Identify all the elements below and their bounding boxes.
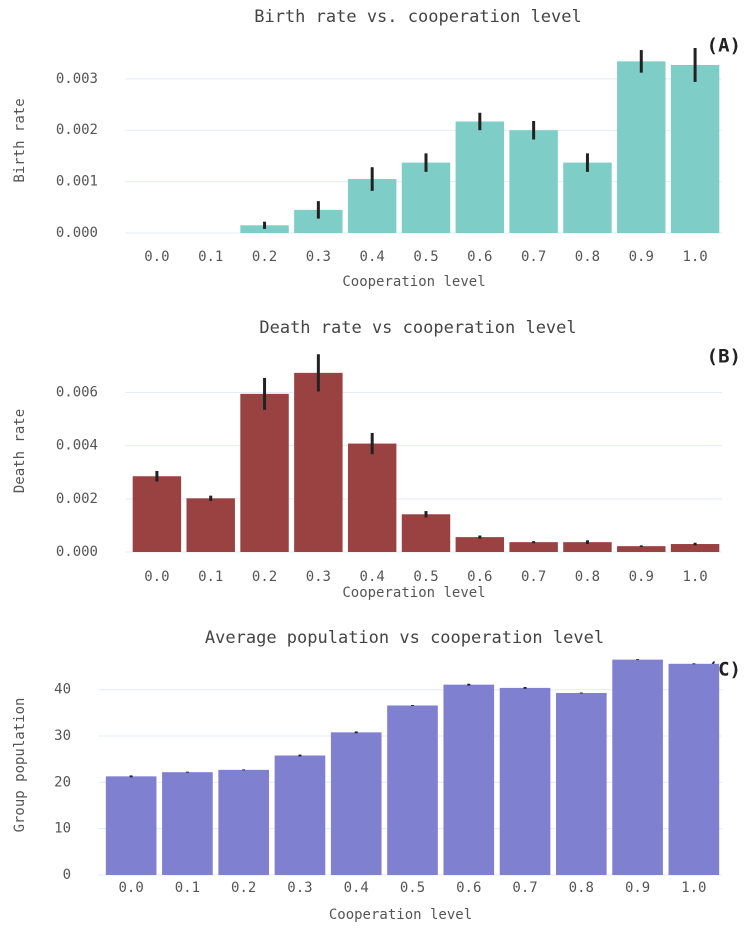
bar (330, 732, 382, 875)
x-tick-label: 0.3 (306, 569, 331, 585)
x-tick-label: 0.7 (521, 569, 546, 585)
chart-title: Death rate vs cooperation level (259, 318, 576, 338)
x-tick-label: 0.3 (287, 880, 312, 896)
x-tick-label: 0.9 (629, 569, 654, 585)
bar (617, 61, 666, 233)
x-tick-label: 0.6 (456, 880, 481, 896)
x-tick-label: 0.2 (231, 880, 256, 896)
y-tick-label: 0.001 (56, 174, 98, 190)
x-tick-label: 0.1 (198, 569, 223, 585)
x-tick-label: 0.9 (625, 880, 650, 896)
bar (218, 769, 270, 875)
bar (240, 393, 289, 552)
bar (132, 476, 182, 552)
y-tick-label: 0.003 (56, 71, 98, 87)
x-tick-label: 0.2 (252, 569, 277, 585)
x-tick-label: 0.0 (144, 249, 169, 265)
bar (274, 755, 326, 875)
y-axis-label: Group population (12, 698, 28, 833)
x-tick-label: 0.8 (575, 249, 600, 265)
x-tick-label: 0.0 (118, 880, 143, 896)
x-tick-label: 0.1 (175, 880, 200, 896)
bar (186, 498, 235, 552)
y-tick-label: 0.002 (56, 491, 98, 507)
bar (294, 372, 343, 552)
bar (563, 162, 612, 233)
bar (294, 209, 343, 233)
x-axis-label: Cooperation level (342, 585, 485, 601)
x-tick-label: 1.0 (682, 569, 707, 585)
y-tick-label: 0.000 (56, 225, 98, 241)
bar (668, 663, 720, 875)
x-tick-label: 0.5 (413, 569, 438, 585)
bar (499, 687, 551, 875)
x-tick-label: 0.4 (344, 880, 369, 896)
y-axis-label: Birth rate (12, 98, 28, 182)
y-tick-label: 0.000 (56, 544, 98, 560)
x-tick-label: 0.2 (252, 249, 277, 265)
x-tick-label: 0.8 (575, 569, 600, 585)
x-tick-label: 0.3 (306, 249, 331, 265)
y-tick-label: 0 (63, 867, 71, 883)
y-tick-label: 0.004 (56, 438, 98, 454)
x-tick-label: 0.4 (360, 569, 385, 585)
y-tick-label: 20 (54, 774, 71, 790)
bar (443, 684, 495, 875)
bar (509, 130, 558, 233)
x-tick-label: 0.7 (512, 880, 537, 896)
bar (509, 542, 558, 552)
x-tick-label: 1.0 (682, 249, 707, 265)
chart-title: Birth rate vs. cooperation level (254, 7, 582, 27)
x-tick-label: 0.5 (400, 880, 425, 896)
bar (105, 776, 157, 875)
x-tick-label: 0.7 (521, 249, 546, 265)
bar (162, 772, 213, 875)
y-tick-label: 0.002 (56, 122, 98, 138)
y-tick-label: 10 (54, 821, 71, 837)
x-axis-label: Cooperation level (342, 274, 485, 290)
bar (347, 443, 397, 552)
chart-title: Average population vs cooperation level (205, 628, 604, 648)
bar (612, 659, 663, 875)
bar (563, 542, 612, 552)
x-tick-label: 0.0 (144, 569, 169, 585)
bar (387, 705, 438, 875)
bar (401, 162, 451, 233)
x-tick-label: 0.6 (467, 569, 492, 585)
x-tick-label: 0.4 (360, 249, 385, 265)
x-tick-label: 1.0 (681, 880, 706, 896)
x-tick-label: 0.5 (413, 249, 438, 265)
x-axis-label: Cooperation level (329, 907, 472, 923)
bar (401, 514, 451, 552)
x-tick-label: 0.9 (629, 249, 654, 265)
bar (455, 121, 505, 233)
x-tick-label: 0.6 (467, 249, 492, 265)
x-tick-label: 0.1 (198, 249, 223, 265)
y-tick-label: 30 (54, 728, 71, 744)
bar (670, 64, 720, 233)
annotation: (A) (707, 35, 741, 57)
bar (455, 537, 505, 552)
x-tick-label: 0.8 (569, 880, 594, 896)
y-tick-label: 40 (54, 682, 71, 698)
bar (617, 546, 666, 552)
y-axis-label: Death rate (12, 409, 28, 493)
bar (240, 225, 289, 233)
y-tick-label: 0.006 (56, 385, 98, 401)
bar (670, 544, 720, 552)
bar (555, 692, 607, 875)
annotation: (B) (707, 346, 741, 368)
